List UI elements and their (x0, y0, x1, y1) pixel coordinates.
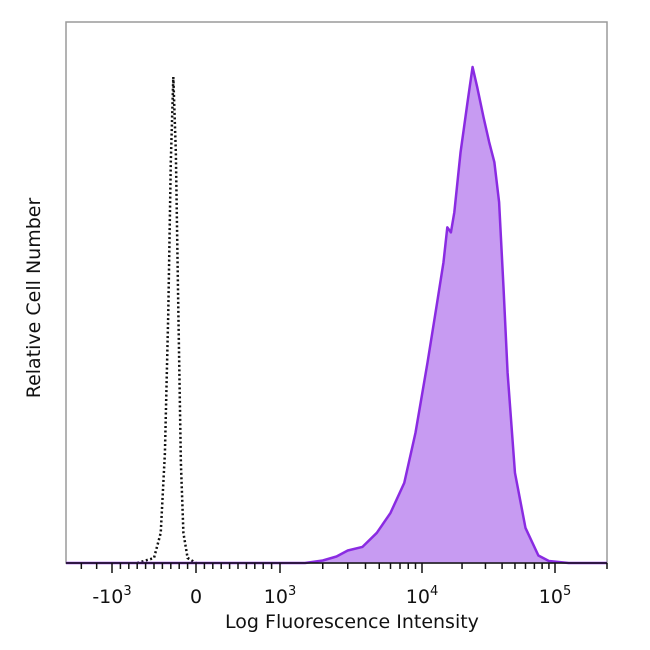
x-tick-label-0: -103 (92, 584, 131, 608)
x-tick-labels: -103 0 103 104 105 (92, 584, 571, 608)
control-histogram-outline-0 (136, 76, 197, 565)
histogram-outline-1 (66, 65, 607, 565)
x-tick-label-2: 103 (264, 584, 296, 608)
x-ticks (80, 563, 608, 573)
x-tick-label-4: 105 (539, 584, 571, 608)
x-tick-label-1: 0 (190, 586, 202, 608)
histogram-fill-1 (66, 67, 607, 563)
x-axis-title: Log Fluorescence Intensity (225, 611, 479, 633)
x-tick-label-3: 104 (406, 584, 438, 608)
plot-frame (65, 21, 608, 564)
series-layer (66, 65, 607, 565)
y-axis-title: Relative Cell Number (23, 198, 45, 399)
